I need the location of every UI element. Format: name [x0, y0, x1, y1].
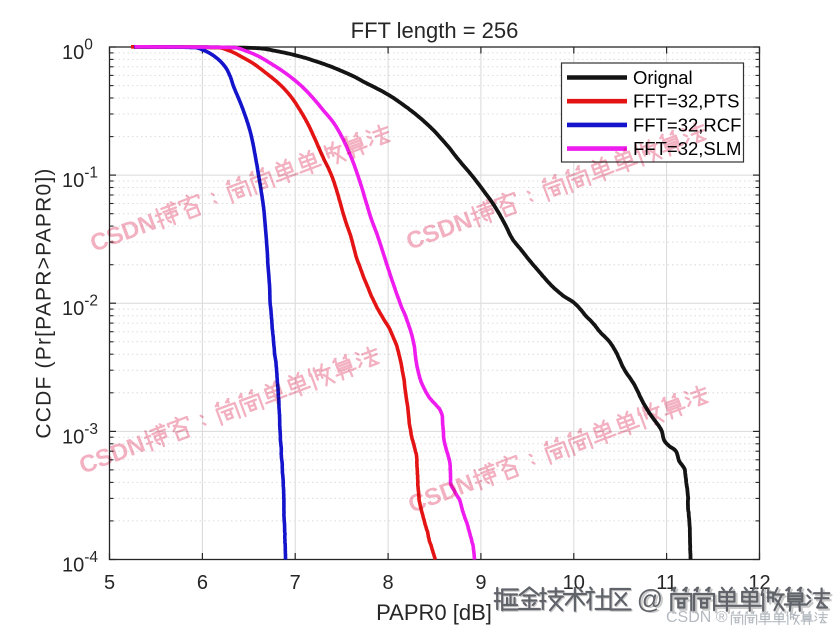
svg-text:7: 7 — [290, 572, 301, 594]
svg-text:CCDF (Pr[PAPR>PAPR0]): CCDF (Pr[PAPR>PAPR0]) — [33, 167, 56, 438]
svg-text:FFT=32,RCF: FFT=32,RCF — [633, 114, 741, 135]
svg-text:PAPR0 [dB]: PAPR0 [dB] — [376, 600, 492, 625]
svg-text:FFT=32,SLM: FFT=32,SLM — [633, 138, 741, 159]
svg-text:11: 11 — [656, 572, 677, 594]
svg-text:Orignal: Orignal — [633, 67, 693, 88]
svg-text:5: 5 — [104, 572, 115, 594]
svg-text:8: 8 — [383, 572, 394, 594]
svg-text:CSDN ®: CSDN ® — [666, 609, 728, 626]
svg-text:@: @ — [637, 584, 663, 614]
svg-text:FFT length = 256: FFT length = 256 — [351, 18, 519, 43]
svg-text:10-1: 10-1 — [62, 165, 98, 193]
svg-text:9: 9 — [475, 572, 486, 594]
svg-text:10-4: 10-4 — [62, 549, 98, 577]
svg-text:6: 6 — [197, 572, 208, 594]
svg-text:FFT=32,PTS: FFT=32,PTS — [633, 91, 739, 112]
svg-text:@: @ — [639, 585, 665, 615]
